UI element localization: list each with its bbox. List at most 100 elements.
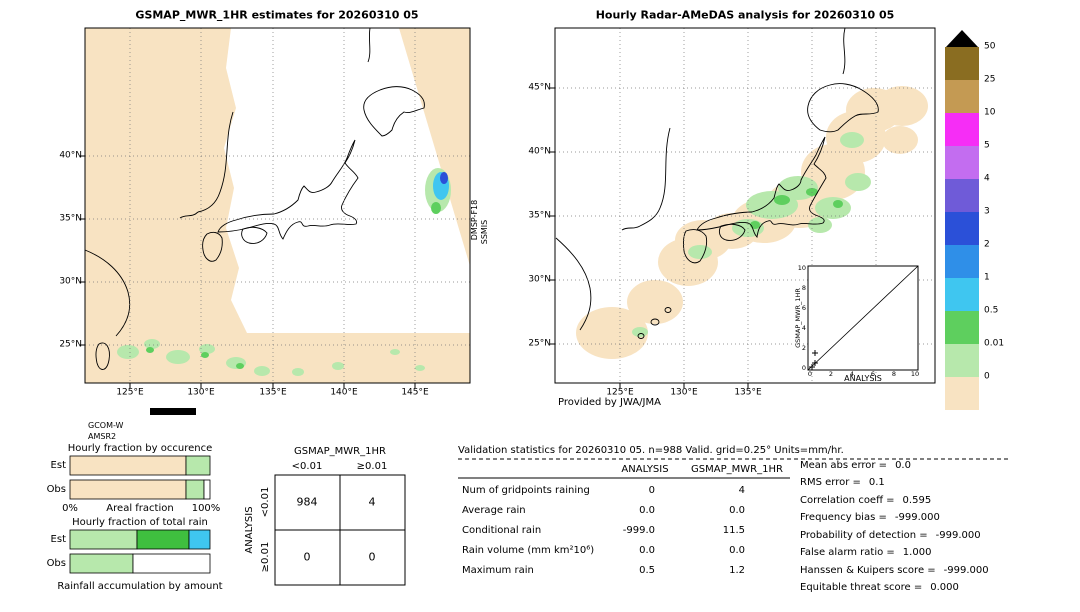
colorbar-label: 5 bbox=[984, 140, 990, 151]
inset-y-tick: 10 bbox=[797, 263, 806, 272]
colorbar-label: 0.5 bbox=[984, 305, 999, 316]
validation-stat-row: Hanssen & Kuipers score = -999.000 bbox=[800, 566, 989, 576]
stat-value: 0.0 bbox=[895, 460, 911, 471]
totalrain-row-label: Obs bbox=[46, 558, 66, 569]
map-credit: Provided by JWA/JMA bbox=[558, 397, 661, 408]
stat-value: -999.000 bbox=[943, 565, 989, 576]
validation-value-analysis: 0 bbox=[648, 485, 655, 496]
right-map-lat-label: 25°N bbox=[528, 338, 551, 349]
validation-stat-row: Correlation coeff = 0.595 bbox=[800, 496, 931, 506]
right-map-lon-label: 135°E bbox=[734, 387, 762, 398]
contingency-row-header: <0.01 bbox=[260, 486, 271, 518]
left-map-moderate-rain-dots bbox=[146, 202, 441, 369]
inset-scatter-plot bbox=[807, 265, 919, 371]
colorbar-label: 1 bbox=[984, 272, 990, 283]
right-map-lat-label: 40°N bbox=[528, 146, 551, 157]
occurrence-axis-min: 0% bbox=[62, 503, 78, 514]
totalrain-bar-chart bbox=[69, 529, 211, 574]
left-map-lon-label: 135°E bbox=[259, 387, 287, 398]
inset-x-tick: 6 bbox=[870, 369, 876, 378]
validation-row-label: Maximum rain bbox=[462, 565, 534, 576]
validation-value-analysis: 0.0 bbox=[639, 545, 655, 556]
stat-value: 0.1 bbox=[868, 477, 885, 488]
stat-value: 0.000 bbox=[930, 582, 959, 593]
contingency-cell: 984 bbox=[296, 495, 318, 509]
validation-value-gsmap: 0.0 bbox=[729, 505, 745, 516]
left-map-swath-label: DMSP-F18 bbox=[470, 199, 479, 241]
right-map-title: Hourly Radar-AMeDAS analysis for 2026031… bbox=[595, 8, 895, 22]
stat-value: 0.595 bbox=[902, 495, 932, 506]
left-map-lon-label: 130°E bbox=[187, 387, 215, 398]
colorbar-label: 3 bbox=[984, 206, 990, 217]
validation-separators bbox=[458, 458, 1008, 479]
contingency-col-header: ≥0.01 bbox=[356, 461, 388, 472]
right-map-plot bbox=[550, 27, 936, 388]
inset-x-axis-label: ANALYSIS bbox=[844, 374, 882, 383]
inset-y-tick: 4 bbox=[801, 323, 806, 332]
contingency-cell: 0 bbox=[368, 550, 376, 564]
inset-scatter-points bbox=[809, 350, 818, 370]
validation-row-label: Rain volume (mm km²10⁶) bbox=[462, 545, 595, 556]
validation-value-analysis: 0.0 bbox=[639, 505, 655, 516]
left-map-grid bbox=[85, 28, 470, 383]
left-map-coastlines bbox=[84, 27, 425, 370]
left-map-lat-label: 35°N bbox=[59, 213, 82, 224]
left-map-axis-ticks bbox=[80, 155, 416, 388]
contingency-table-grid bbox=[274, 474, 406, 586]
stat-label: Probability of detection = bbox=[800, 530, 928, 541]
colorbar-overflow-triangle bbox=[946, 30, 978, 47]
stat-label: Mean abs error = bbox=[800, 460, 888, 471]
validation-row-label: Average rain bbox=[462, 505, 526, 516]
occurrence-bar-chart bbox=[69, 455, 211, 500]
left-map-lat-label: 30°N bbox=[59, 276, 82, 287]
validation-value-analysis: -999.0 bbox=[622, 525, 655, 536]
colorbar-label: 4 bbox=[984, 173, 990, 184]
contingency-row-header: ≥0.01 bbox=[260, 541, 271, 573]
right-map-lon-label: 130°E bbox=[670, 387, 698, 398]
colorbar-label: 0.01 bbox=[984, 338, 1005, 349]
stat-label: False alarm ratio = bbox=[800, 547, 895, 558]
right-map-coastlines bbox=[555, 27, 879, 339]
occurrence-chart-title: Hourly fraction by occurence bbox=[67, 443, 213, 454]
contingency-row-axis: ANALYSIS bbox=[244, 506, 255, 554]
left-map-frame bbox=[84, 27, 471, 384]
stat-label: RMS error = bbox=[800, 477, 861, 488]
inset-x-tick: 10 bbox=[910, 369, 920, 378]
colorbar-label: 10 bbox=[984, 107, 996, 118]
inset-x-tick: 8 bbox=[891, 369, 897, 378]
left-map-lat-label: 40°N bbox=[59, 150, 82, 161]
left-map-blue-rain-core bbox=[440, 172, 448, 184]
left-map-sensor-label: GCOM-W bbox=[88, 421, 124, 430]
contingency-cell: 0 bbox=[303, 550, 311, 564]
validation-stat-row: Frequency bias = -999.000 bbox=[800, 513, 940, 523]
colorbar-label: 50 bbox=[984, 41, 996, 52]
colorbar-label: 25 bbox=[984, 74, 996, 85]
right-map-lat-label: 45°N bbox=[528, 82, 551, 93]
validation-row-label: Num of gridpoints raining bbox=[462, 485, 590, 496]
left-map-rain-0-swath bbox=[85, 28, 470, 383]
validation-stat-row: Equitable threat score = 0.000 bbox=[800, 583, 959, 593]
colorbar bbox=[945, 30, 979, 410]
totalrain-chart-title: Hourly fraction of total rain bbox=[72, 517, 208, 528]
right-map-lon-label: 125°E bbox=[606, 387, 634, 398]
stat-label: Correlation coeff = bbox=[800, 495, 895, 506]
left-map-lon-label: 145°E bbox=[401, 387, 429, 398]
inset-y-axis-label: GSMAP_MWR_1HR bbox=[793, 288, 802, 348]
validation-col-header-analysis: ANALYSIS bbox=[621, 464, 669, 475]
stat-value: -999.000 bbox=[894, 512, 940, 523]
validation-col-header-gsmap: GSMAP_MWR_1HR bbox=[691, 464, 783, 475]
validation-stat-row: RMS error = 0.1 bbox=[800, 478, 885, 488]
inset-y-tick: 8 bbox=[801, 283, 806, 292]
stat-value: 1.000 bbox=[902, 547, 932, 558]
inset-y-tick: 2 bbox=[801, 343, 806, 352]
stat-label: Hanssen & Kuipers score = bbox=[800, 565, 936, 576]
left-map-plot bbox=[80, 27, 471, 415]
colorbar-label: 2 bbox=[984, 239, 990, 250]
right-map-frame bbox=[554, 27, 936, 384]
totalrain-chart-footer: Rainfall accumulation by amount bbox=[57, 581, 223, 592]
validation-row-label: Conditional rain bbox=[462, 525, 542, 536]
right-map-axis-ticks bbox=[550, 87, 749, 388]
stat-value: -999.000 bbox=[935, 530, 981, 541]
right-map-lat-label: 35°N bbox=[528, 210, 551, 221]
